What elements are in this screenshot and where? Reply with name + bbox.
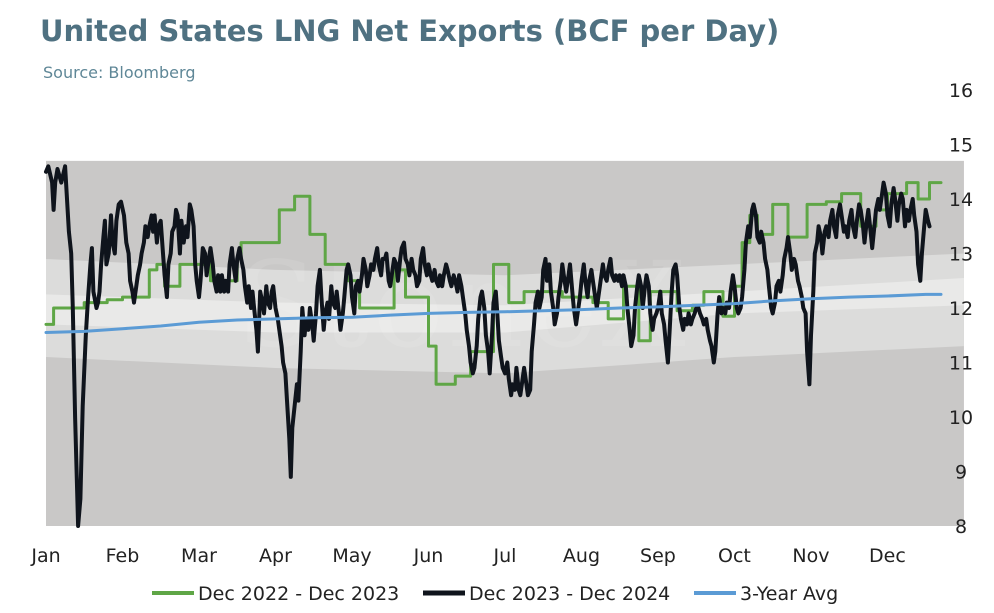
x-axis: Jan Feb Mar Apr May Jun Jul Aug Sep Oct Nov Dec bbox=[30, 545, 905, 567]
x-tick-label: Nov bbox=[792, 545, 829, 567]
x-tick-label: Sep bbox=[640, 545, 676, 567]
x-tick-label: Mar bbox=[181, 545, 217, 567]
y-axis: 8 9 10 11 12 13 14 15 16 bbox=[949, 80, 973, 538]
y-tick-label: 16 bbox=[949, 80, 973, 102]
chart-subtitle: Source: Bloomberg bbox=[43, 63, 196, 82]
legend-label-2: Dec 2023 - Dec 2024 bbox=[469, 583, 670, 605]
legend-label-1: Dec 2022 - Dec 2023 bbox=[198, 583, 399, 605]
chart-title: United States LNG Net Exports (BCF per D… bbox=[40, 14, 780, 48]
y-tick-label: 14 bbox=[949, 189, 973, 211]
x-tick-label: Jan bbox=[30, 545, 60, 567]
legend-label-3: 3-Year Avg bbox=[740, 583, 838, 605]
y-tick-label: 9 bbox=[955, 462, 967, 484]
y-tick-label: 11 bbox=[949, 353, 973, 375]
x-tick-label: Aug bbox=[563, 545, 600, 567]
x-tick-label: Jul bbox=[493, 545, 517, 567]
y-tick-label: 13 bbox=[949, 244, 973, 266]
series-line-2 bbox=[44, 164, 932, 528]
x-tick-label: Oct bbox=[718, 545, 751, 567]
x-tick-label: Apr bbox=[259, 545, 292, 567]
series-line-1 bbox=[44, 181, 943, 386]
y-tick-label: 12 bbox=[949, 298, 973, 320]
y-tick-label: 15 bbox=[949, 135, 973, 157]
legend: Dec 2022 - Dec 2023 Dec 2023 - Dec 2024 3-… bbox=[152, 583, 838, 605]
series-line-3 bbox=[44, 292, 943, 334]
series-lines bbox=[44, 164, 943, 528]
x-tick-label: May bbox=[332, 545, 371, 567]
y-tick-label: 10 bbox=[949, 407, 973, 429]
x-tick-label: Dec bbox=[869, 545, 906, 567]
y-tick-label: 8 bbox=[955, 516, 967, 538]
x-tick-label: Feb bbox=[106, 545, 140, 567]
x-tick-label: Jun bbox=[413, 545, 444, 567]
